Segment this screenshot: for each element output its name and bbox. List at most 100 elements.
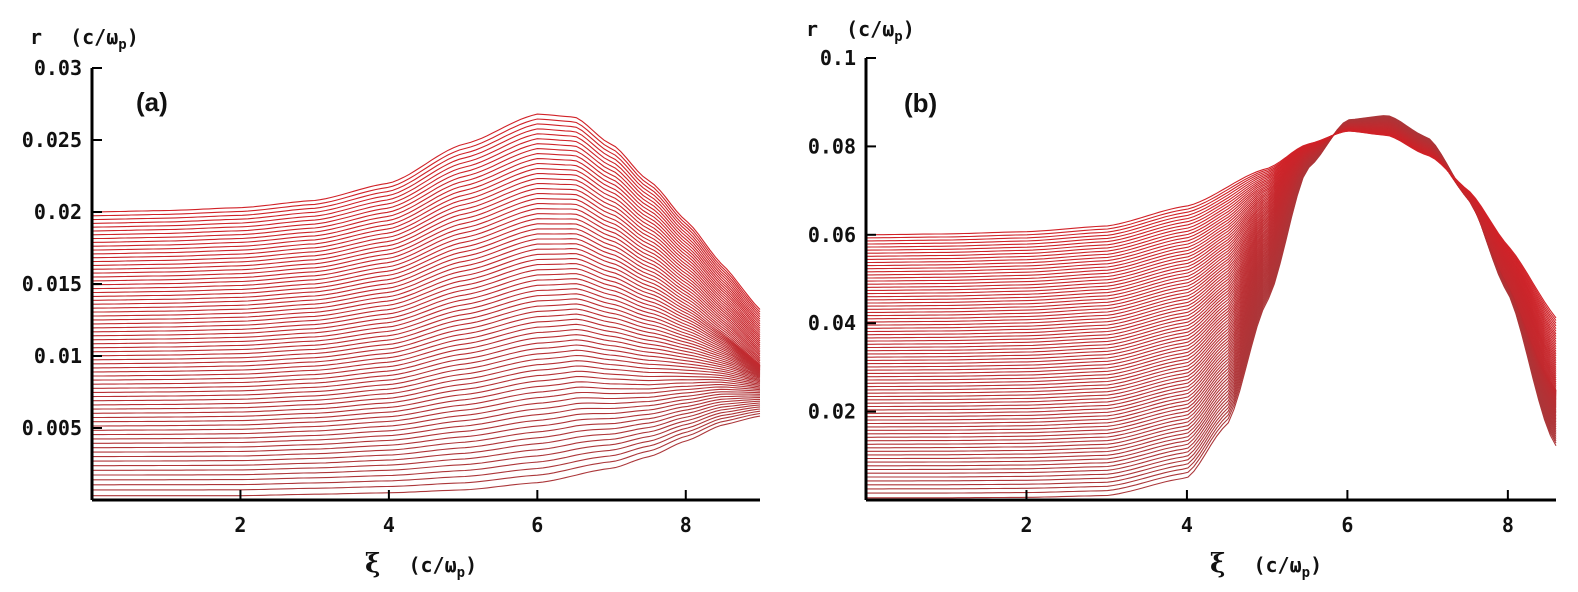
series-curve-a-65 [91,138,761,322]
y-tick-label-a-2: 0.015 [22,272,82,296]
curve-family-b [865,115,1557,499]
x-tick-label-b-0: 2 [1020,513,1032,537]
series-curve-a-68 [91,123,761,315]
series-curve-a-28 [92,323,761,377]
y-tick-label-a-1: 0.01 [34,344,82,368]
series-curve-b-40 [866,125,1557,395]
series-curve-a-33 [91,298,761,371]
y-tick-label-b-0: 0.02 [808,400,856,424]
y-axis-title-a: r (c/ωp) [30,25,139,53]
series-curve-a-32 [92,303,761,372]
series-curve-a-56 [92,182,761,342]
series-curve-a-57 [91,177,761,340]
series-curve-a-8 [92,400,761,462]
series-curve-b-25 [866,121,1557,411]
series-curve-b-12 [866,118,1557,456]
series-curve-a-70 [91,113,761,310]
x-tick-label-b-2: 6 [1341,513,1353,537]
series-curve-a-10 [92,397,761,453]
series-curve-a-53 [91,197,761,348]
y-axis-title-b: r (c/ωp) [806,17,915,45]
series-curve-a-26 [92,334,761,385]
series-curve-a-50 [92,213,761,353]
series-curve-a-46 [92,233,761,360]
series-curve-a-2 [92,412,761,491]
y-tick-label-a-0: 0.005 [22,416,82,440]
y-tick-label-b-1: 0.04 [808,311,856,335]
x-tick-label-a-2: 6 [531,513,543,537]
series-curve-a-41 [92,258,761,367]
series-curve-a-39 [92,268,761,368]
series-curve-a-9 [92,398,761,458]
series-curve-a-20 [92,365,761,410]
x-ticks-b: 2 4 6 8 [1020,490,1514,537]
series-curve-a-40 [91,263,761,367]
series-curve-b-58 [866,127,1557,372]
series-curve-a-61 [92,158,761,331]
x-ticks-a: 2 4 6 8 [234,490,692,537]
x-axis-title-b: ξ (c/ωp) [1210,549,1322,581]
series-curve-a-18 [92,376,761,419]
series-curve-a-24 [92,344,761,393]
series-curve-a-15 [92,386,761,431]
series-curve-b-47 [866,126,1557,392]
series-curve-a-66 [91,133,761,320]
y-tick-label-a-3: 0.02 [34,200,82,224]
series-curve-a-64 [91,143,761,325]
series-curve-b-39 [865,124,1557,395]
series-curve-a-30 [92,313,761,374]
x-tick-label-b-1: 4 [1181,513,1193,537]
series-curve-a-63 [91,148,761,327]
series-curve-b-71 [866,129,1557,342]
y-ticks-a: 0.005 0.01 0.015 0.02 0.025 0.03 [22,56,102,440]
panel-label-a: (a) [136,87,168,117]
series-curve-a-35 [91,288,761,370]
y-tick-label-a-4: 0.025 [22,128,82,152]
series-curve-a-52 [91,203,761,350]
series-curve-a-14 [92,388,761,436]
series-curve-a-37 [91,278,761,369]
series-curve-a-4 [92,408,761,481]
chart-panel-a: 0.005 0.01 0.015 0.02 0.025 0.03 2 4 6 8 (a) r (… [22,25,761,581]
series-curve-a-22 [92,354,761,402]
series-curve-a-3 [92,410,761,486]
series-curve-a-13 [92,391,761,440]
x-tick-label-b-3: 8 [1502,513,1514,537]
series-curve-a-19 [92,370,761,414]
series-curve-a-25 [92,339,761,389]
series-curve-a-11 [92,395,760,449]
x-tick-label-a-3: 8 [680,513,692,537]
x-tick-label-a-1: 4 [383,513,395,537]
series-curve-a-7 [92,402,761,467]
series-curve-a-38 [91,273,761,368]
series-curve-a-55 [91,187,761,344]
series-curve-b-54 [866,127,1557,381]
y-tick-label-b-3: 0.08 [808,134,856,158]
series-curve-a-34 [91,293,761,371]
x-tick-label-a-0: 2 [234,513,246,537]
series-curve-a-59 [91,167,761,335]
chart-panel-b: 0.02 0.04 0.06 0.08 0.1 2 4 6 8 (b) r (c/ωp) ξ … [806,17,1557,581]
x-axis-title-a: ξ (c/ωp) [365,549,477,581]
series-curve-a-62 [91,153,761,329]
series-curve-b-48 [866,126,1557,391]
series-curve-a-58 [92,172,761,338]
y-tick-label-b-2: 0.06 [808,223,856,247]
series-curve-a-54 [92,192,761,346]
series-curve-a-12 [92,393,761,444]
series-curve-b-11 [866,118,1557,460]
series-curve-a-42 [92,253,761,366]
series-curve-a-36 [91,283,761,369]
series-curve-a-67 [91,128,761,318]
series-curve-a-1 [92,415,761,497]
series-curve-a-48 [92,223,761,357]
panel-label-b: (b) [904,88,937,118]
series-curve-b-80 [866,130,1557,319]
series-curve-a-5 [92,406,761,476]
y-tick-label-b-4: 0.1 [820,46,856,70]
series-curve-a-49 [92,218,761,355]
series-curve-a-29 [91,318,761,375]
series-curve-a-27 [92,328,761,381]
series-curve-a-45 [91,238,761,362]
